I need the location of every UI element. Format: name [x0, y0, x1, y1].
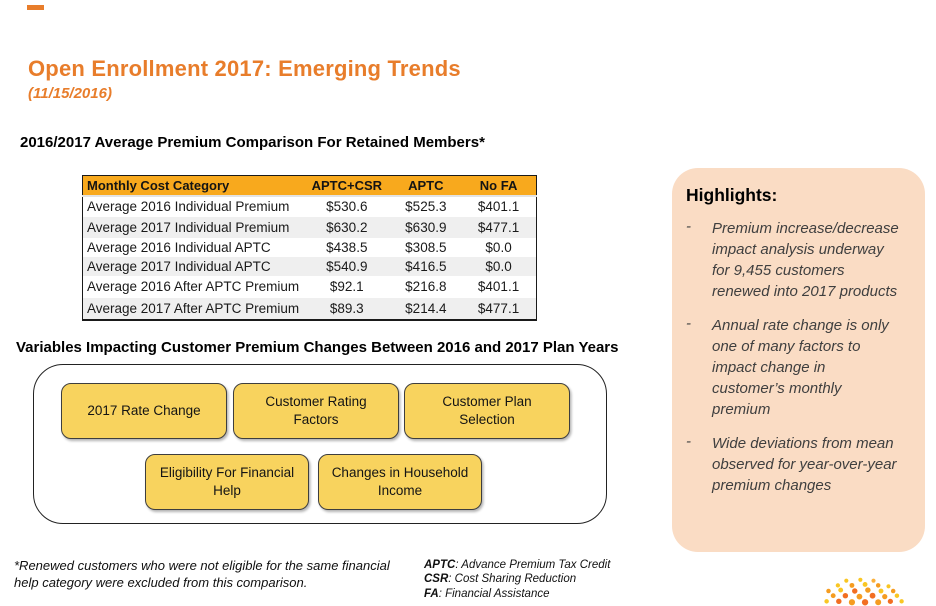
- variable-box-rating-factors: Customer Rating Factors: [233, 383, 399, 439]
- cell-category: Average 2017 Individual Premium: [82, 216, 304, 238]
- highlight-bullet: - Premium increase/decrease impact analy…: [686, 218, 909, 302]
- title-block: Open Enrollment 2017: Emerging Trends (1…: [28, 56, 461, 102]
- variable-box-rate-change: 2017 Rate Change: [61, 383, 227, 439]
- cell-aptc: $630.9: [390, 216, 462, 238]
- scatter-dots-logo-icon: [824, 577, 904, 606]
- cell-aptc: $214.4: [390, 297, 462, 320]
- highlights-panel: Highlights: - Premium increase/decrease …: [672, 168, 925, 552]
- legend-abbr: CSR: [424, 573, 449, 586]
- cell-aptc-csr: $438.5: [326, 239, 368, 255]
- variables-diagram-heading: Variables Impacting Customer Premium Cha…: [16, 339, 619, 356]
- legend-line-fa: FA: Financial Assistance: [424, 587, 610, 601]
- bullet-dash: -: [686, 433, 691, 450]
- legend-definition: : Cost Sharing Reduction: [448, 573, 577, 586]
- bullet-text: Annual rate change is only one of many f…: [712, 317, 889, 418]
- page-title: Open Enrollment 2017: Emerging Trends: [28, 56, 461, 81]
- cell-category: Average 2016 Individual Premium: [87, 199, 290, 214]
- footnote: *Renewed customers who were not eligible…: [14, 558, 390, 591]
- bullet-text: Wide deviations from mean observed for y…: [712, 435, 897, 494]
- table-row: Average 2017 Individual APTC $540.9 $416…: [82, 256, 537, 276]
- legend-line-aptc: APTC: Advance Premium Tax Credit: [424, 558, 610, 572]
- variable-box-plan-selection: Customer Plan Selection: [404, 383, 570, 439]
- variable-box-financial-help: Eligibility For Financial Help: [145, 454, 309, 510]
- column-header-no-fa: No FA: [461, 175, 537, 197]
- premium-table-heading: 2016/2017 Average Premium Comparison For…: [20, 134, 485, 151]
- cell-no-fa: $477.1: [461, 297, 537, 320]
- premium-comparison-table: Monthly Cost Category APTC+CSR APTC No F…: [82, 175, 537, 321]
- cell-aptc: $216.8: [405, 279, 447, 294]
- legend-definition: : Advance Premium Tax Credit: [455, 559, 611, 571]
- bullet-text: Premium increase/decrease impact analysi…: [712, 220, 899, 300]
- cell-no-fa: $401.1: [477, 199, 520, 214]
- top-left-accent-mark: [27, 5, 44, 10]
- variable-box-household-income: Changes in Household Income: [318, 454, 482, 510]
- legend-line-csr: CSR: Cost Sharing Reduction: [424, 572, 610, 586]
- highlight-bullet: - Annual rate change is only one of many…: [686, 315, 909, 420]
- highlight-bullet: - Wide deviations from mean observed for…: [686, 433, 909, 496]
- cell-aptc-csr: $89.3: [303, 297, 391, 320]
- table-row: Average 2016 Individual APTC $438.5 $308…: [83, 238, 537, 257]
- slide-date: (11/15/2016): [28, 85, 112, 102]
- cell-no-fa: $0.0: [485, 239, 512, 255]
- legend-definition: : Financial Assistance: [438, 587, 550, 600]
- cell-category: Average 2017 After APTC Premium: [82, 297, 304, 320]
- cell-aptc: $308.5: [405, 239, 447, 255]
- cell-no-fa: $477.1: [461, 216, 537, 238]
- variables-diagram-frame: 2017 Rate Change Customer Rating Factors…: [33, 364, 607, 524]
- column-header-category: Monthly Cost Category: [82, 175, 304, 197]
- cell-aptc: $525.3: [405, 199, 447, 214]
- cell-no-fa: $0.0: [461, 256, 537, 276]
- highlights-title: Highlights:: [686, 185, 778, 205]
- table-row: Average 2017 After APTC Premium $89.3 $2…: [82, 297, 537, 320]
- cell-aptc-csr: $630.2: [303, 216, 391, 238]
- cell-category: Average 2016 Individual APTC: [87, 239, 271, 255]
- bullet-dash: -: [686, 315, 691, 332]
- cell-aptc-csr: $540.9: [303, 256, 391, 276]
- cell-no-fa: $401.1: [477, 279, 520, 294]
- column-header-aptc: APTC: [390, 175, 462, 197]
- table-row: Average 2016 After APTC Premium $92.1 $2…: [83, 276, 537, 298]
- legend-abbr: APTC: [424, 559, 456, 571]
- cell-aptc-csr: $530.6: [326, 199, 368, 214]
- cell-aptc-csr: $92.1: [329, 279, 364, 294]
- column-header-aptc-csr: APTC+CSR: [303, 175, 391, 197]
- table-row: Average 2017 Individual Premium $630.2 $…: [82, 216, 537, 238]
- table-header-row: Monthly Cost Category APTC+CSR APTC No F…: [82, 175, 537, 197]
- cell-category: Average 2017 Individual APTC: [82, 256, 304, 276]
- table-row: Average 2016 Individual Premium $530.6 $…: [83, 196, 537, 217]
- legend-abbr: FA: [424, 587, 439, 600]
- cell-aptc: $416.5: [390, 256, 462, 276]
- cell-category: Average 2016 After APTC Premium: [87, 279, 300, 294]
- abbreviation-legend: APTC: Advance Premium Tax Credit CSR: Co…: [424, 558, 610, 601]
- bullet-dash: -: [686, 218, 691, 235]
